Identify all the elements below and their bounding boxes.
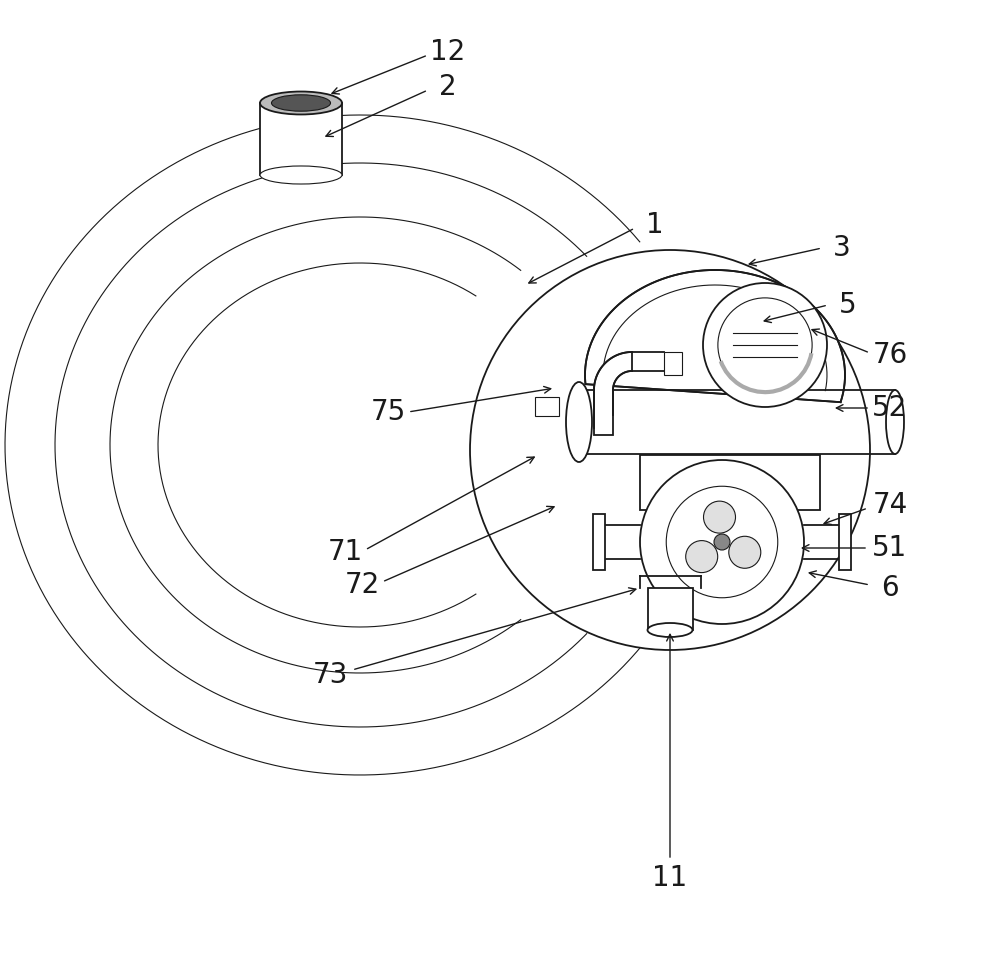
- Circle shape: [718, 298, 812, 392]
- Text: 74: 74: [872, 491, 908, 519]
- Text: 75: 75: [370, 398, 406, 426]
- Circle shape: [686, 540, 718, 572]
- Circle shape: [470, 250, 870, 650]
- Bar: [664, 352, 682, 375]
- Bar: [648, 588, 692, 630]
- Bar: [593, 514, 605, 570]
- Text: 2: 2: [439, 73, 457, 101]
- Text: 76: 76: [872, 341, 908, 369]
- Text: 6: 6: [881, 574, 899, 602]
- Polygon shape: [594, 352, 632, 435]
- Bar: [640, 455, 820, 510]
- Text: 5: 5: [839, 291, 857, 319]
- Text: 12: 12: [430, 38, 466, 66]
- Circle shape: [703, 283, 827, 407]
- Ellipse shape: [886, 390, 904, 454]
- Text: 52: 52: [872, 394, 908, 422]
- Ellipse shape: [260, 166, 342, 184]
- Circle shape: [640, 460, 804, 624]
- Ellipse shape: [566, 382, 592, 462]
- Circle shape: [666, 486, 778, 598]
- Circle shape: [714, 534, 730, 550]
- Bar: [535, 397, 559, 416]
- Bar: [839, 514, 851, 570]
- Ellipse shape: [648, 623, 692, 637]
- Bar: [260, 103, 342, 175]
- Text: 51: 51: [872, 534, 908, 562]
- Text: 11: 11: [652, 864, 688, 892]
- Ellipse shape: [271, 95, 331, 111]
- Text: 71: 71: [327, 538, 363, 566]
- Ellipse shape: [260, 91, 342, 114]
- Text: 3: 3: [833, 234, 851, 262]
- Text: 1: 1: [646, 211, 664, 239]
- Polygon shape: [585, 270, 845, 402]
- Text: 73: 73: [312, 661, 348, 689]
- Text: 72: 72: [344, 571, 380, 599]
- Circle shape: [704, 501, 736, 533]
- Circle shape: [729, 537, 761, 568]
